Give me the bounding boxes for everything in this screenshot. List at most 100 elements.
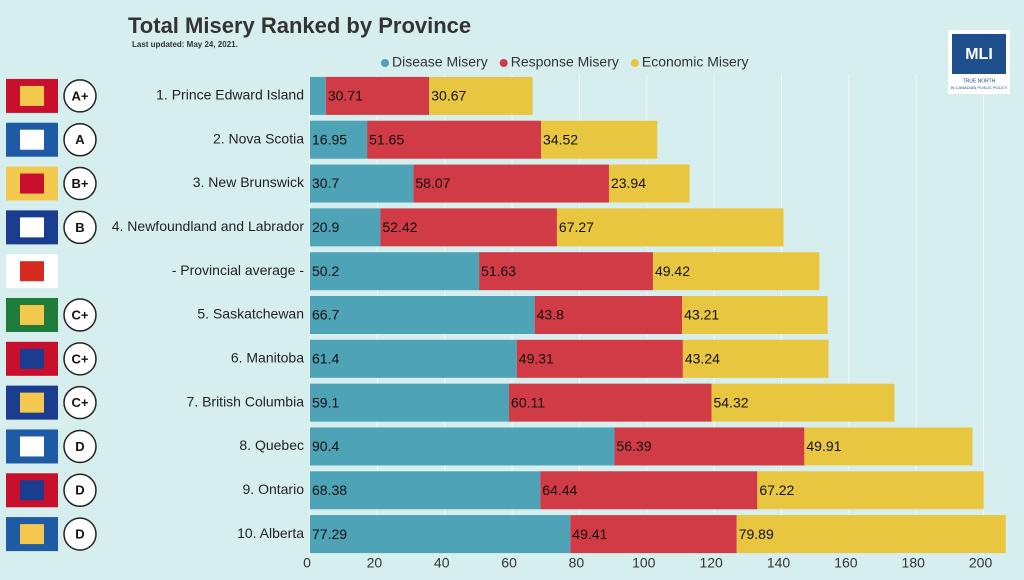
logo-mark [952,34,1006,74]
data-label: 67.27 [559,219,594,235]
bar-segment [736,515,1006,554]
grade-label: C+ [72,351,89,366]
data-label: 20.9 [312,219,339,235]
grade-badge [63,166,97,201]
x-tick-label: 160 [834,555,858,571]
grade-label: C+ [72,307,89,322]
flag-detail [20,524,44,545]
grade-label: A+ [72,88,89,103]
y-tick-label: 3. New Brunswick [193,174,305,190]
y-tick-label: 9. Ontario [243,481,305,497]
flag-detail [20,85,44,106]
bar-segment [556,208,784,247]
bar-segment [682,339,829,378]
grade-badge [63,473,97,508]
data-label: 61.4 [312,351,339,367]
flag-detail [20,348,44,369]
y-tick-label: 1. Prince Edward Island [156,87,304,103]
grade-badge [63,429,97,464]
grade-badge [63,122,97,157]
data-label: 54.32 [713,394,748,410]
flag-detail [20,480,44,501]
grade-label: B+ [72,176,89,191]
grade-label: D [75,483,84,498]
flag-detail [20,261,44,282]
data-label: 56.39 [616,438,651,454]
x-tick-label: 20 [367,555,383,571]
flag-detail [20,392,44,413]
bar-segment [310,383,510,422]
flag-detail [20,173,44,194]
logo-tagline: IN CANADIAN PUBLIC POLICY [950,85,1007,90]
bar-segment [540,471,758,510]
bar-segment [413,164,609,203]
data-label: 50.2 [312,263,339,279]
bar-segment [479,252,653,291]
bar-segment [757,471,984,510]
data-label: 23.94 [611,175,646,191]
data-label: 43.21 [684,307,719,323]
logo: MLI TRUE NORTH IN CANADIAN PUBLIC POLICY [948,30,1010,94]
data-label: 43.8 [537,307,564,323]
bar-segment [516,339,683,378]
bar-segment [570,515,737,554]
x-tick-label: 60 [501,555,517,571]
data-label: 49.31 [519,351,554,367]
data-label: 51.65 [369,131,404,147]
y-tick-label: 10. Alberta [237,525,304,541]
bar-segment [310,76,326,115]
data-label: 60.11 [511,394,545,410]
bar-segment [429,76,533,115]
grade-label: B [75,220,84,235]
x-tick-label: 80 [569,555,585,571]
data-label: 58.07 [415,175,450,191]
x-tick-label: 200 [969,555,993,571]
legend-swatch [630,59,639,67]
data-label: 79.89 [739,526,774,542]
data-label: 90.4 [312,438,339,454]
flag-detail [20,436,44,457]
grade-badge [63,517,97,551]
data-label: 49.42 [655,263,690,279]
bar-segment [367,120,542,159]
data-label: 64.44 [542,482,577,498]
bar-segment [380,208,557,247]
y-tick-label: 6. Manitoba [231,350,304,366]
data-label: 77.29 [312,526,347,542]
bar-segment [310,427,615,466]
grade-label: D [75,527,84,542]
y-tick-label: 2. Nova Scotia [213,130,304,146]
legend-label: Response Misery [511,54,619,70]
data-label: 30.67 [431,88,466,104]
bar-segment [614,427,805,466]
y-tick-label: 5. Saskatchewan [197,306,304,322]
data-label: 49.41 [572,526,607,542]
data-label: 67.22 [759,482,794,498]
grade-label: C+ [72,395,89,410]
bar-segment [310,120,368,159]
bar-segment [310,296,535,334]
data-label: 30.71 [328,88,363,104]
grade-label: A [75,132,85,147]
data-label: 16.95 [312,131,347,147]
x-tick-label: 40 [434,555,450,571]
legend-label: Disease Misery [392,54,488,70]
bar-segment [541,120,658,159]
x-tick-label: 0 [303,555,311,571]
y-tick-label: 7. British Columbia [187,393,305,409]
flag-detail [20,217,44,238]
x-tick-label: 140 [767,555,791,571]
data-label: 30.7 [312,175,339,191]
chart-title: Total Misery Ranked by Province [128,13,471,38]
data-label: 51.63 [481,263,516,279]
data-label: 68.38 [312,482,347,498]
legend-label: Economic Misery [642,54,749,70]
logo-name: MLI [965,46,993,63]
bar-segment [310,471,541,510]
data-label: 52.42 [382,219,417,235]
bar-segment [682,296,828,334]
chart-subtitle: Last updated: May 24, 2021. [132,40,238,49]
grade-badge [63,210,97,245]
grade-label: D [75,439,84,454]
